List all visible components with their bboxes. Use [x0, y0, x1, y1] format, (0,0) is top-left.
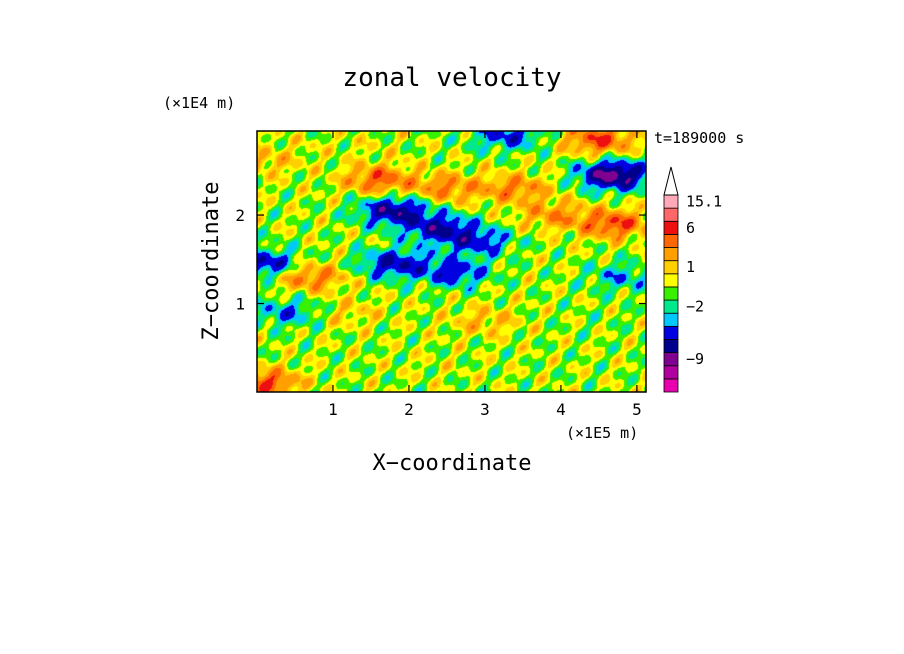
- colorbar-swatch: [663, 207, 679, 222]
- colorbar-swatch: [663, 247, 679, 262]
- colorbar-swatch: [663, 378, 679, 393]
- colorbar-swatch: [663, 273, 679, 288]
- x-axis-label: X−coordinate: [373, 451, 532, 476]
- colorbar-swatch: [663, 260, 679, 275]
- colorbar-label: 6: [686, 219, 695, 237]
- y-multiplier-label: (×1E4 m): [163, 94, 235, 112]
- colorbar-swatch: [663, 299, 679, 314]
- y-ticks: 12: [235, 206, 646, 314]
- colorbar-swatch: [663, 312, 679, 327]
- colorbar-swatch: [663, 220, 679, 235]
- colorbar-label: 1: [686, 258, 695, 276]
- x-tick-label: 4: [556, 400, 566, 419]
- x-tick-label: 2: [404, 400, 414, 419]
- colorbar-extend-arrow: [663, 166, 679, 196]
- colorbar-swatch: [663, 339, 679, 354]
- colorbar-label: 15.1: [686, 193, 722, 211]
- plot-frame: [256, 130, 647, 393]
- colorbar-swatch: [663, 325, 679, 340]
- colorbar: 15.1 6 1 −2 −9: [663, 166, 722, 393]
- plot-area: [256, 130, 647, 393]
- x-tick-label: 5: [632, 400, 642, 419]
- colorbar-label: −2: [686, 298, 704, 316]
- colorbar-swatch: [663, 352, 679, 367]
- time-label: t=189000 s: [654, 129, 744, 147]
- colorbar-swatch: [663, 365, 679, 380]
- y-axis-label: Z−coordinate: [199, 182, 224, 341]
- colorbar-swatch: [663, 233, 679, 248]
- x-tick-label: 3: [480, 400, 490, 419]
- chart-title: zonal velocity: [342, 63, 561, 93]
- y-tick-label: 1: [235, 295, 245, 314]
- x-tick-label: 1: [328, 400, 338, 419]
- x-multiplier-label: (×1E5 m): [566, 424, 638, 442]
- y-tick-label: 2: [235, 206, 245, 225]
- colorbar-label: −9: [686, 350, 704, 368]
- colorbar-swatch: [663, 194, 679, 209]
- x-ticks: 1 2 3 4 5: [328, 131, 642, 419]
- velocity-field: [257, 131, 646, 392]
- colorbar-swatch: [663, 286, 679, 301]
